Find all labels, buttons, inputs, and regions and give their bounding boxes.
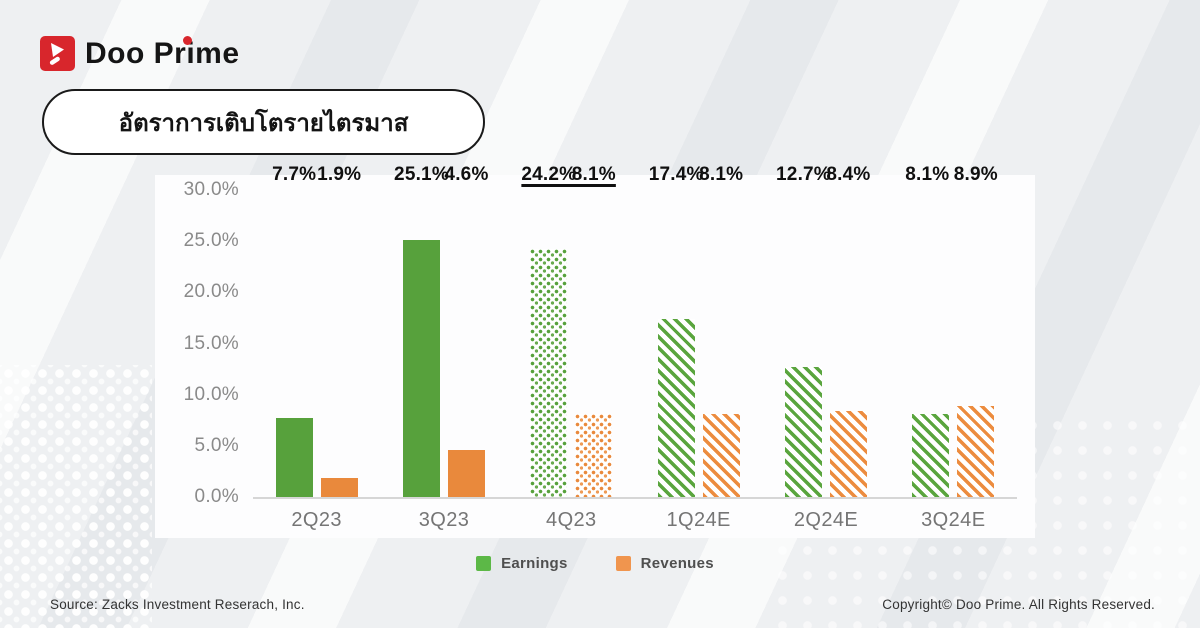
earnings-bar bbox=[912, 414, 950, 497]
earnings-bar bbox=[784, 367, 822, 497]
y-axis-tick: 25.0% bbox=[183, 230, 239, 252]
chart-legend: Earnings Revenues bbox=[155, 551, 1035, 575]
legend-item-revenues: Revenues bbox=[615, 554, 714, 572]
revenues-bar bbox=[447, 449, 485, 497]
revenues-bar bbox=[575, 414, 613, 497]
y-axis: 30.0% 25.0% 20.0% 15.0% 10.0% 5.0% 0.0% bbox=[167, 179, 239, 507]
revenues-bar bbox=[829, 411, 867, 497]
revenues-value-label: 8.4% bbox=[826, 164, 871, 185]
bar-group-2q23: 7.7% 1.9% 2Q23 bbox=[272, 164, 361, 531]
chart-plot: 30.0% 25.0% 20.0% 15.0% 10.0% 5.0% 0.0% 7.7% 1.… bbox=[167, 164, 1017, 531]
bar-wrap: 25.1% bbox=[394, 164, 449, 497]
x-axis-label: 4Q23 bbox=[546, 509, 597, 531]
bar-wrap: 17.4% bbox=[649, 164, 703, 497]
x-axis-label: 3Q24E bbox=[921, 509, 986, 531]
bar-wrap: 8.1% bbox=[572, 164, 616, 497]
halftone-dots-left-decor bbox=[0, 365, 152, 628]
doo-prime-logo: Doo Prime bbox=[40, 36, 240, 71]
brand-name: Doo Prime bbox=[85, 37, 240, 70]
x-axis-label: 2Q24E bbox=[793, 509, 859, 531]
revenues-bar bbox=[957, 405, 995, 497]
legend-swatch-icon bbox=[615, 555, 631, 571]
bar-wrap: 12.7% bbox=[776, 164, 831, 497]
x-axis-label: 1Q24E bbox=[666, 509, 731, 531]
earnings-value-label: 12.7% bbox=[776, 164, 831, 185]
y-axis-tick: 15.0% bbox=[183, 332, 239, 354]
revenues-bar bbox=[320, 477, 358, 497]
y-axis-tick: 10.0% bbox=[183, 383, 239, 405]
bar-group-3q24e: 8.1% 8.9% 3Q24E bbox=[905, 164, 998, 531]
revenues-value-label: 8.1% bbox=[571, 164, 616, 185]
bar-wrap: 8.1% bbox=[905, 164, 950, 497]
earnings-value-label: 25.1% bbox=[394, 164, 449, 185]
doo-prime-logo-icon bbox=[40, 36, 75, 71]
bar-group-4q23: 24.2% 8.1% 4Q23 bbox=[521, 164, 616, 531]
bar-wrap: 4.6% bbox=[444, 164, 488, 497]
bar-wrap: 7.7% bbox=[272, 164, 316, 497]
revenues-value-label: 8.1% bbox=[699, 164, 744, 185]
bar-wrap: 24.2% bbox=[521, 164, 576, 497]
bar-wrap: 8.9% bbox=[954, 164, 998, 497]
earnings-bar bbox=[402, 240, 440, 497]
legend-item-earnings: Earnings bbox=[476, 555, 568, 572]
earnings-value-label: 7.7% bbox=[272, 164, 317, 185]
earnings-bar bbox=[657, 318, 695, 497]
revenues-value-label: 8.9% bbox=[953, 164, 998, 185]
bar-groups: 7.7% 1.9% 2Q23 25.1% 4.6% 3Q23 24.2% 8.1% 4Q23 17… bbox=[253, 164, 1017, 531]
x-axis-label: 3Q23 bbox=[418, 509, 470, 531]
earnings-value-label: 17.4% bbox=[648, 164, 704, 185]
revenues-value-label: 4.6% bbox=[444, 164, 489, 185]
legend-label: Earnings bbox=[501, 554, 568, 572]
y-axis-tick: 0.0% bbox=[194, 486, 239, 507]
legend-swatch-icon bbox=[476, 555, 492, 571]
chart-title: อัตราการเติบโตรายไตรมาส bbox=[118, 108, 409, 137]
revenues-value-label: 1.9% bbox=[317, 164, 362, 185]
brand-i-dot-decor bbox=[183, 36, 192, 45]
bar-group-3q23: 25.1% 4.6% 3Q23 bbox=[394, 164, 488, 531]
y-axis-tick: 30.0% bbox=[183, 179, 239, 200]
bar-group-2q24e: 12.7% 8.4% 2Q24E bbox=[776, 164, 870, 531]
legend-label: Revenues bbox=[640, 554, 714, 572]
y-axis-tick: 5.0% bbox=[194, 434, 239, 456]
revenues-bar bbox=[702, 414, 740, 497]
bar-wrap: 1.9% bbox=[317, 164, 361, 497]
copyright-note: Copyright© Doo Prime. All Rights Reserve… bbox=[882, 597, 1155, 612]
earnings-bar bbox=[275, 418, 313, 497]
chart-title-pill: อัตราการเติบโตรายไตรมาส bbox=[42, 89, 485, 155]
bar-group-1q24e: 17.4% 8.1% 1Q24E bbox=[649, 164, 743, 531]
earnings-bar bbox=[530, 249, 568, 497]
x-axis-label: 2Q23 bbox=[291, 509, 342, 531]
earnings-value-label: 24.2% bbox=[521, 164, 577, 185]
bar-wrap: 8.1% bbox=[699, 164, 743, 497]
bar-wrap: 8.4% bbox=[826, 164, 870, 497]
earnings-value-label: 8.1% bbox=[905, 164, 950, 185]
chart-panel: 30.0% 25.0% 20.0% 15.0% 10.0% 5.0% 0.0% 7.7% 1.… bbox=[155, 164, 1035, 538]
y-axis-tick: 20.0% bbox=[183, 281, 239, 303]
source-note: Source: Zacks Investment Reserach, Inc. bbox=[50, 597, 305, 612]
